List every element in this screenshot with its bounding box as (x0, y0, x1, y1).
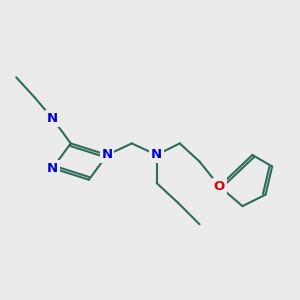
Text: N: N (47, 162, 58, 175)
Text: N: N (151, 148, 162, 161)
Text: O: O (214, 180, 225, 193)
Text: N: N (47, 112, 58, 125)
Text: N: N (101, 148, 112, 161)
